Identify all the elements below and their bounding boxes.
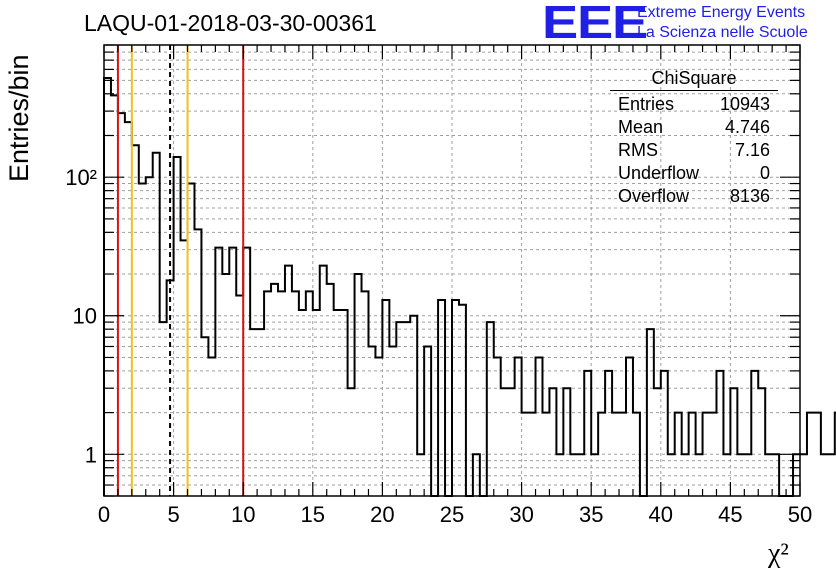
logo-line2: La Scienza nelle Scuole [637,24,808,41]
stats-row-mean: Mean 4.746 [610,116,778,139]
logo-mark: EEE [542,0,648,48]
stats-value: 8136 [729,186,770,206]
y-axis-label: Entries/bin [4,54,34,182]
y-tick-label: 1 [85,442,97,467]
stats-value: 4.746 [724,117,770,137]
x-tick-label: 0 [98,502,110,527]
stats-value: 10943 [719,94,770,114]
x-tick-label: 10 [231,502,255,527]
histogram-line [103,77,836,497]
stats-label: Entries [618,94,675,114]
stats-label: Overflow [618,186,690,206]
x-tick-label: 35 [579,502,603,527]
stats-row-underflow: Underflow 0 [610,162,778,185]
stats-box: ChiSquare Entries 10943 Mean 4.746 RMS 7… [610,68,778,208]
stats-row-rms: RMS 7.16 [610,139,778,162]
x-axis-label: χ² [768,538,789,569]
stats-label: Mean [618,117,664,137]
page-title: LAQU-01-2018-03-30-00361 [84,10,377,36]
x-tick-label: 40 [649,502,673,527]
stats-value: 0 [759,163,770,183]
stats-value: 7.16 [734,140,770,160]
x-tick-label: 25 [440,502,464,527]
x-tick-label: 50 [788,502,812,527]
stats-row-entries: Entries 10943 [610,93,778,116]
x-tick-label: 20 [370,502,394,527]
stats-row-overflow: Overflow 8136 [610,185,778,208]
y-tick-label: 10² [65,165,97,190]
stats-label: Underflow [618,163,700,183]
logo-line1: Extreme Energy Events [637,4,806,21]
x-tick-label: 15 [301,502,325,527]
x-tick-label: 30 [509,502,533,527]
x-tick-label: 45 [718,502,742,527]
stats-title: ChiSquare [610,68,778,91]
x-tick-label: 5 [167,502,179,527]
y-tick-label: 10 [73,304,97,329]
stats-label: RMS [618,140,658,160]
